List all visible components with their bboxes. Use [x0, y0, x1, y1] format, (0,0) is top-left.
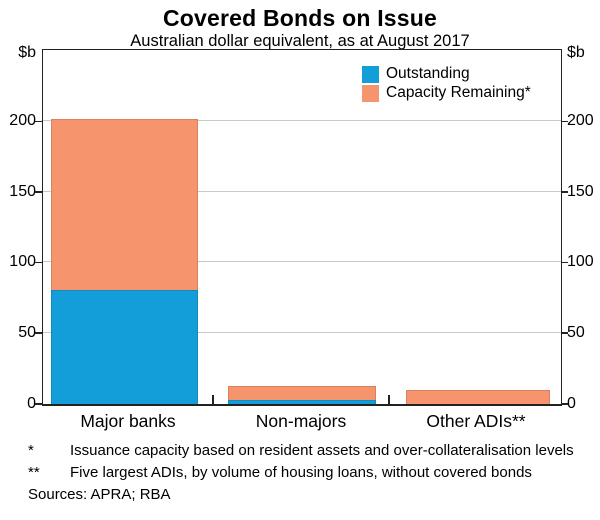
y-tick-mark-left — [35, 332, 42, 334]
y-tick-mark-right — [561, 403, 568, 405]
x-category-label: Non-majors — [255, 411, 347, 431]
legend-item-outstanding: Outstanding — [362, 65, 531, 83]
y-tick-label-left: 200 — [9, 112, 36, 130]
bar-segment-outstanding-2 — [228, 399, 376, 404]
y-tick-label-left: 0 — [27, 394, 36, 412]
legend-item-capacity-remaining: Capacity Remaining* — [362, 84, 531, 102]
y-axis-unit-left: $b — [18, 44, 36, 61]
category-tick — [387, 395, 390, 404]
y-axis-unit-right: $b — [567, 44, 585, 61]
gridline — [43, 261, 561, 263]
gridline — [43, 120, 561, 122]
y-tick-label-right: 200 — [567, 112, 594, 130]
y-tick-mark-right — [561, 332, 568, 334]
y-tick-mark-right — [561, 261, 568, 264]
y-tick-label-left: 100 — [9, 253, 36, 271]
y-tick-label-left: 150 — [9, 182, 36, 200]
chart-title: Covered Bonds on Issue — [162, 5, 438, 31]
legend-swatch-capacity-remaining — [362, 84, 379, 102]
footnote-row: ** Five largest ADIs, by volume of housi… — [0, 464, 588, 482]
bar-segment-capacity-remaining-3 — [406, 389, 550, 404]
y-tick-mark-right — [561, 120, 568, 123]
y-tick-label-right: 150 — [567, 182, 594, 200]
sources-text: Sources: APRA; RBA — [28, 486, 171, 503]
legend-label: Capacity Remaining* — [386, 84, 531, 101]
legend-swatch-outstanding — [362, 65, 379, 83]
y-tick-mark-left — [35, 403, 42, 405]
bar-segment-capacity-remaining-1 — [51, 118, 198, 290]
y-tick-label-right: 0 — [567, 394, 576, 412]
bar-segment-outstanding-1 — [51, 289, 198, 404]
y-tick-mark-left — [35, 120, 42, 123]
y-tick-mark-left — [35, 261, 42, 264]
footnote-text: Five largest ADIs, by volume of housing … — [70, 464, 532, 481]
footnote-row: * Issuance capacity based on resident as… — [0, 442, 588, 460]
y-tick-label-right: 100 — [567, 253, 594, 271]
gridline — [43, 331, 561, 333]
category-tick — [211, 395, 214, 404]
footnote-marker: ** — [28, 464, 40, 481]
footnotes: * Issuance capacity based on resident as… — [0, 442, 588, 504]
legend-label: Outstanding — [386, 65, 470, 82]
legend: Outstanding Capacity Remaining* — [362, 65, 531, 103]
footnote-marker: * — [28, 442, 34, 459]
plot-area: Outstanding Capacity Remaining* — [42, 49, 562, 406]
y-tick-mark-left — [35, 191, 42, 193]
y-tick-label-right: 50 — [567, 323, 585, 341]
footnote-text: Issuance capacity based on resident asse… — [70, 442, 574, 459]
chart-subtitle: Australian dollar equivalent, as at Augu… — [130, 32, 470, 50]
bar-segment-capacity-remaining-2 — [228, 385, 376, 400]
x-category-label: Major banks — [80, 411, 176, 431]
x-category-label: Other ADIs** — [426, 411, 526, 431]
y-tick-mark-right — [561, 191, 568, 193]
y-tick-label-left: 50 — [18, 323, 36, 341]
gridline — [43, 190, 561, 192]
